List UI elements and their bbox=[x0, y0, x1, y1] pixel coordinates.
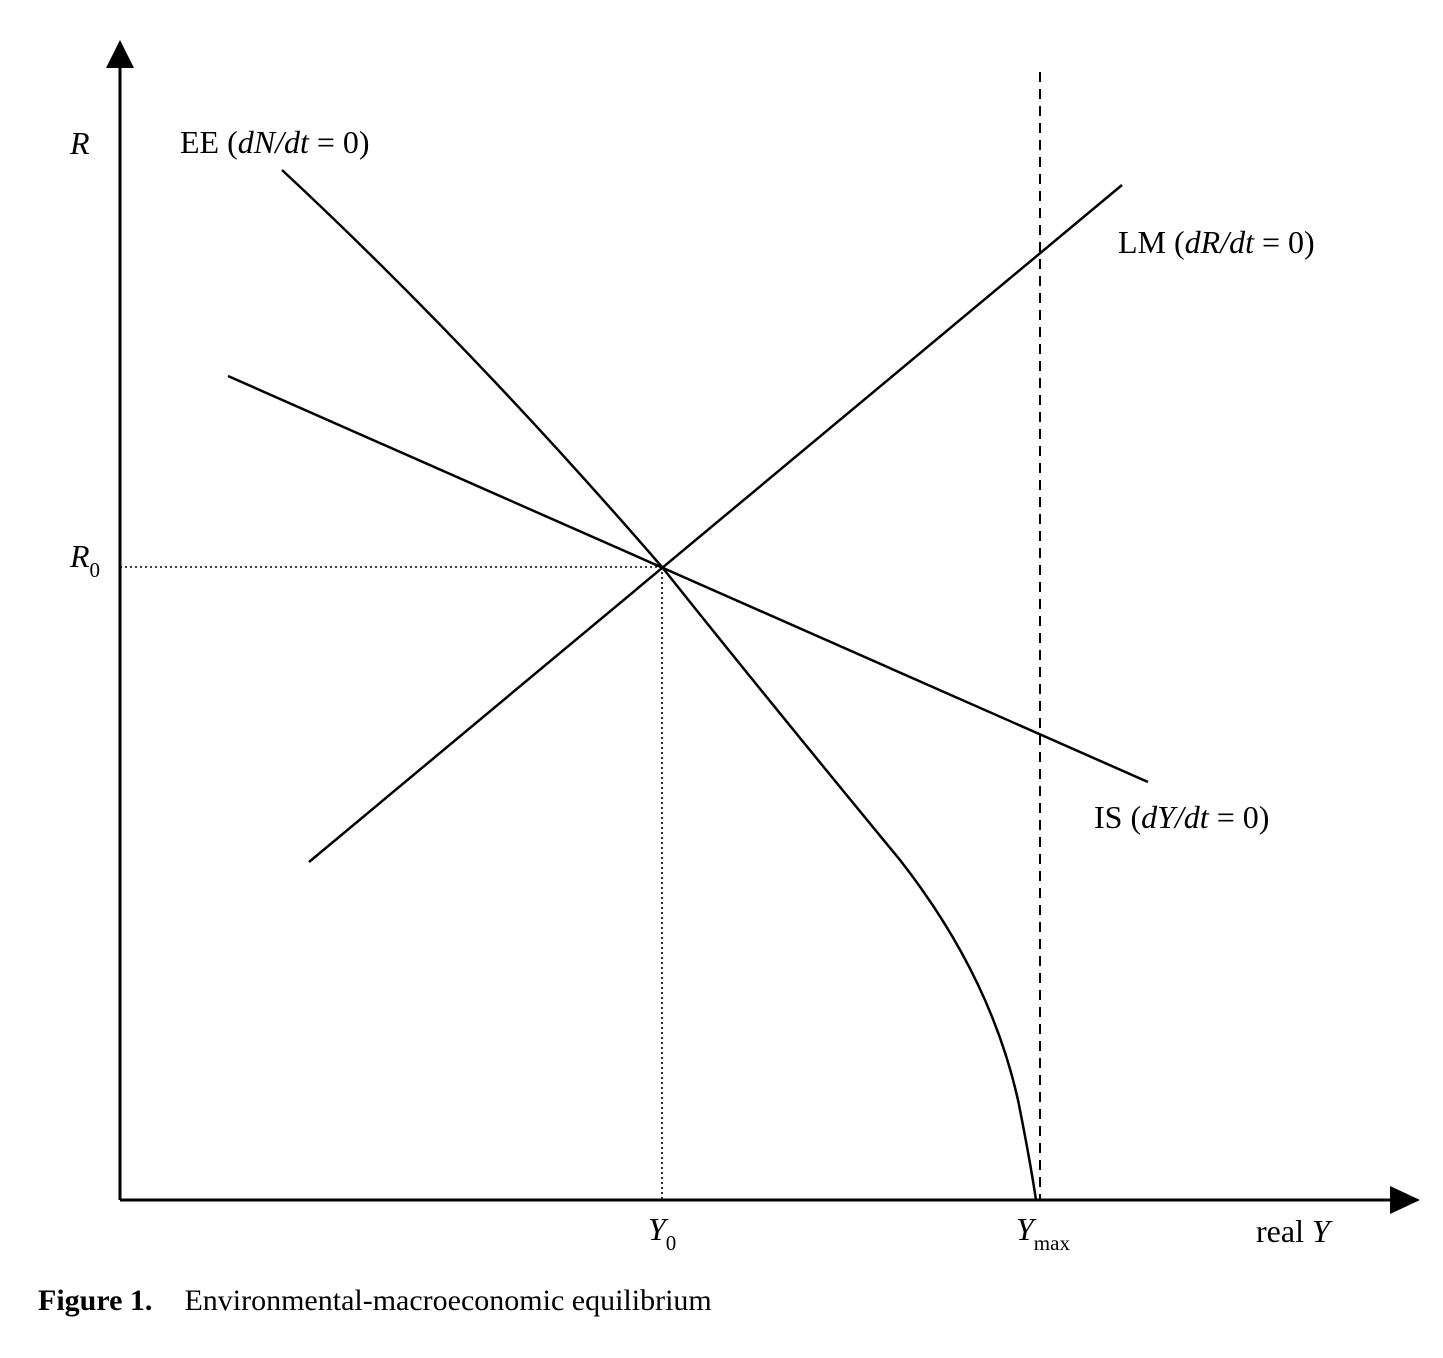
ee-curve-condition-rest: = 0) bbox=[309, 124, 370, 160]
ymax-label: Ymax bbox=[1016, 1211, 1070, 1255]
lm-curve-label: LM (dR/dt = 0) bbox=[1118, 224, 1315, 260]
is-curve-label: IS (dY/dt = 0) bbox=[1094, 799, 1269, 835]
lm-curve-condition-var: dR/dt bbox=[1185, 224, 1255, 260]
r0-label: R0 bbox=[69, 538, 100, 582]
ee-curve-condition-var: dN/dt bbox=[238, 124, 310, 160]
r0-label-sub: 0 bbox=[90, 558, 101, 582]
ee-curve-name: EE bbox=[180, 124, 219, 160]
figure-caption-text: Environmental-macroeconomic equilibrium bbox=[184, 1284, 712, 1317]
lm-curve-name: LM bbox=[1118, 224, 1166, 260]
r0-label-base: R bbox=[69, 538, 90, 574]
x-axis-label-var: Y bbox=[1312, 1213, 1333, 1249]
y0-label: Y0 bbox=[648, 1211, 676, 1255]
is-curve-name: IS bbox=[1094, 799, 1122, 835]
is-curve bbox=[227, 374, 1149, 784]
y0-label-sub: 0 bbox=[666, 1231, 677, 1255]
x-axis-label-prefix: real bbox=[1256, 1213, 1312, 1249]
lm-curve-condition-rest: = 0) bbox=[1254, 224, 1315, 260]
figure-number: Figure 1. bbox=[38, 1284, 153, 1317]
ee-curve bbox=[281, 169, 1038, 1201]
lm-curve bbox=[308, 184, 1123, 863]
y-axis-arrowhead bbox=[106, 40, 134, 68]
ymax-label-base: Y bbox=[1016, 1211, 1037, 1247]
figure-caption: Figure 1. Environmental-macroeconomic equ… bbox=[38, 1284, 712, 1318]
y0-label-base: Y bbox=[648, 1211, 669, 1247]
x-axis-arrowhead bbox=[1390, 1186, 1420, 1214]
y-axis-label: R bbox=[69, 125, 90, 161]
ee-curve-label: EE (dN/dt = 0) bbox=[180, 124, 370, 160]
ymax-label-sub: max bbox=[1034, 1231, 1071, 1255]
is-curve-condition-var: dY/dt bbox=[1141, 799, 1210, 835]
is-curve-condition-rest: = 0) bbox=[1209, 799, 1270, 835]
x-axis-label: real Y bbox=[1256, 1213, 1333, 1249]
